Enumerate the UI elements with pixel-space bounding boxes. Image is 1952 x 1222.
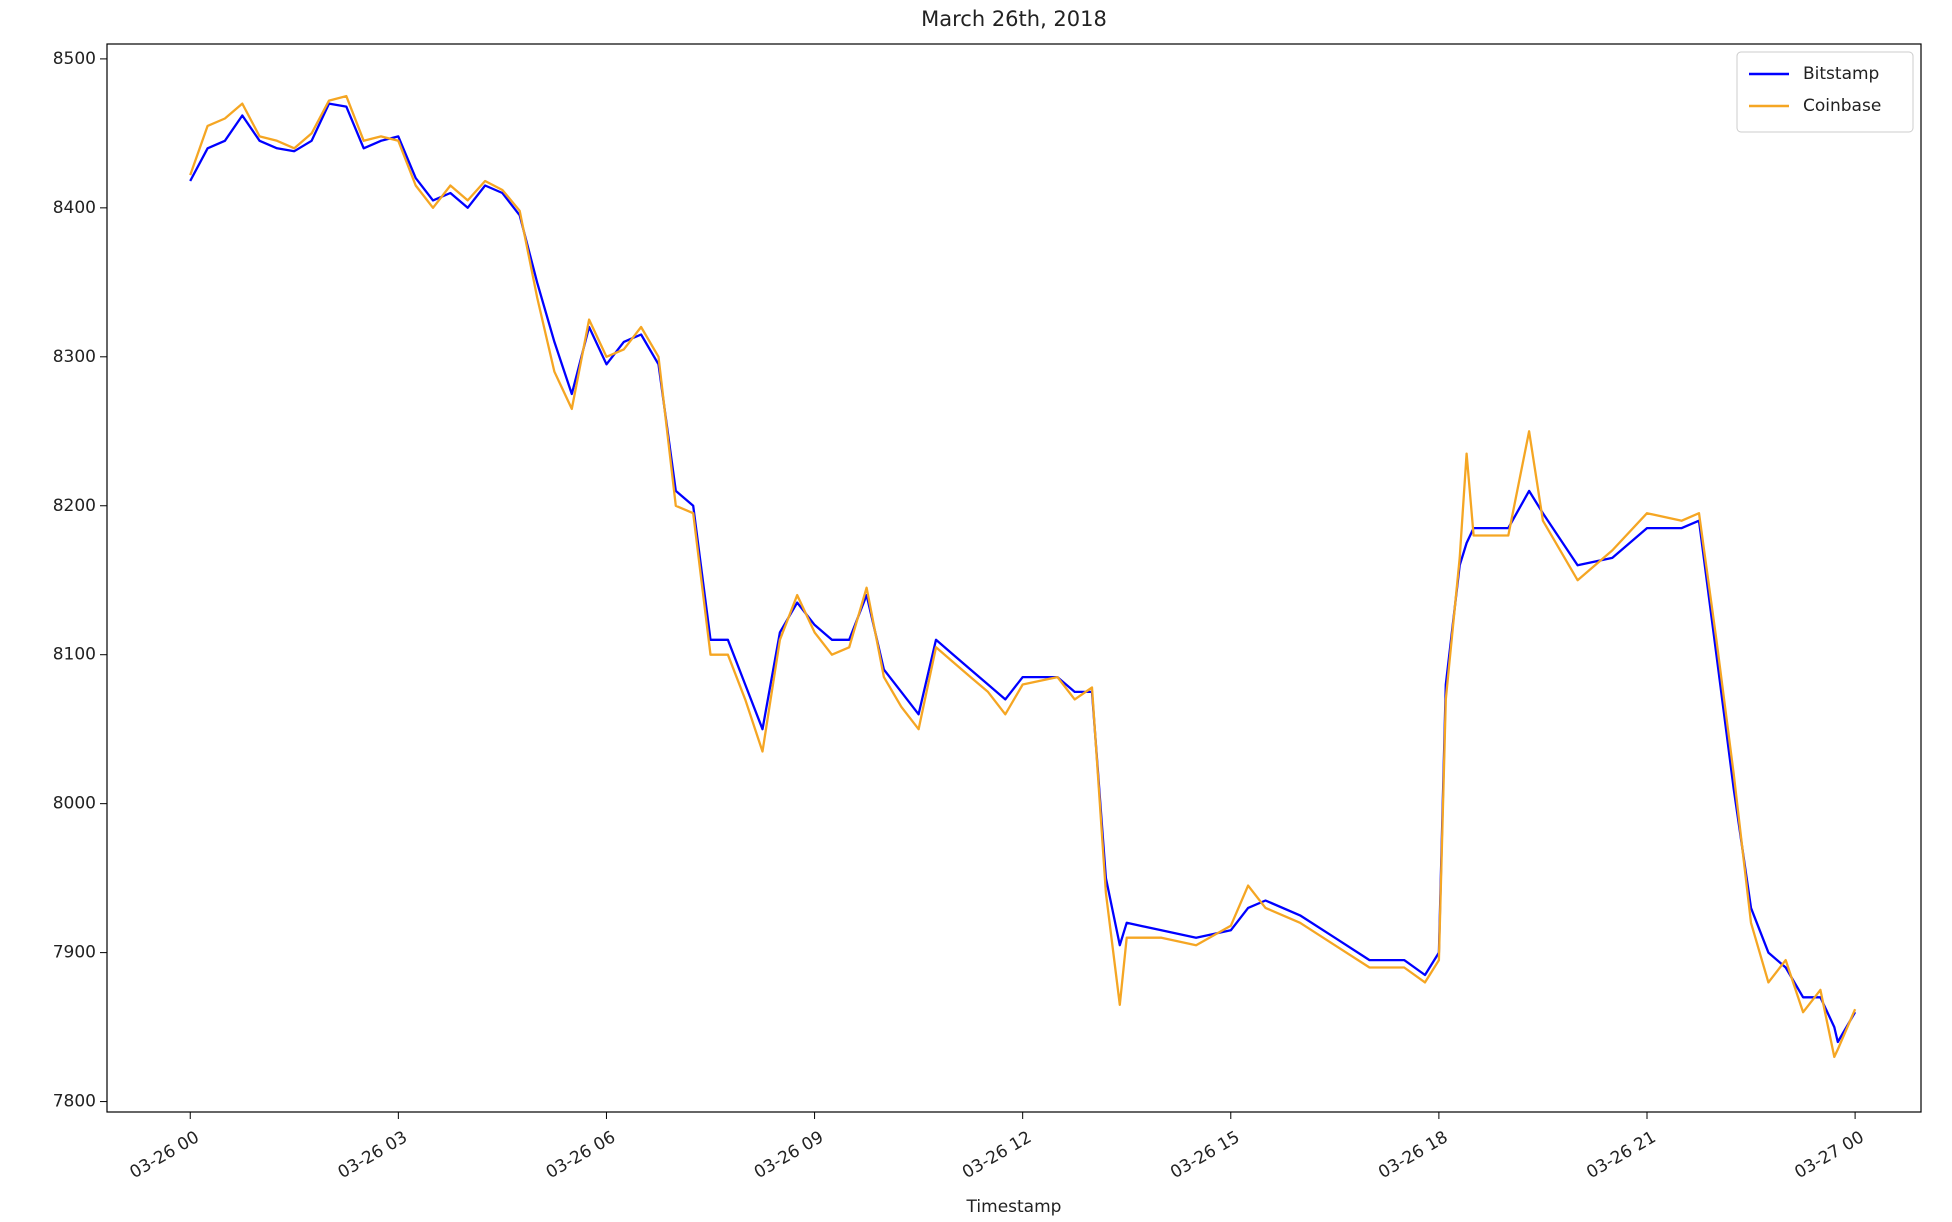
chart-title: March 26th, 2018 <box>921 7 1107 31</box>
y-tick-label: 8000 <box>53 794 96 814</box>
plot-frame <box>106 43 1922 1113</box>
x-tick-label: 03-26 06 <box>543 1127 619 1183</box>
y-tick-label: 8200 <box>53 496 96 516</box>
x-tick-label: 03-26 18 <box>1375 1127 1451 1183</box>
x-tick-label: 03-26 15 <box>1167 1127 1243 1183</box>
legend-label: Coinbase <box>1803 96 1881 116</box>
legend-box <box>1736 51 1914 133</box>
x-tick-label: 03-26 00 <box>127 1127 203 1183</box>
y-tick-label: 7900 <box>53 943 96 963</box>
legend-label: Bitstamp <box>1803 64 1879 84</box>
series-line <box>189 94 1857 1059</box>
x-axis-label: Timestamp <box>966 1197 1062 1217</box>
x-tick-label: 03-26 03 <box>335 1127 411 1183</box>
x-tick-label: 03-27 00 <box>1791 1127 1867 1183</box>
y-tick-label: 8300 <box>53 347 96 367</box>
y-tick-label: 8400 <box>53 198 96 218</box>
x-tick-label: 03-26 21 <box>1583 1127 1659 1183</box>
y-tick-label: 8500 <box>53 49 96 69</box>
x-tick-label: 03-26 09 <box>751 1127 827 1183</box>
x-tick-label: 03-26 12 <box>959 1127 1035 1183</box>
y-tick-label: 8100 <box>53 645 96 665</box>
y-tick-label: 7800 <box>53 1092 96 1112</box>
series-line <box>189 102 1857 1044</box>
